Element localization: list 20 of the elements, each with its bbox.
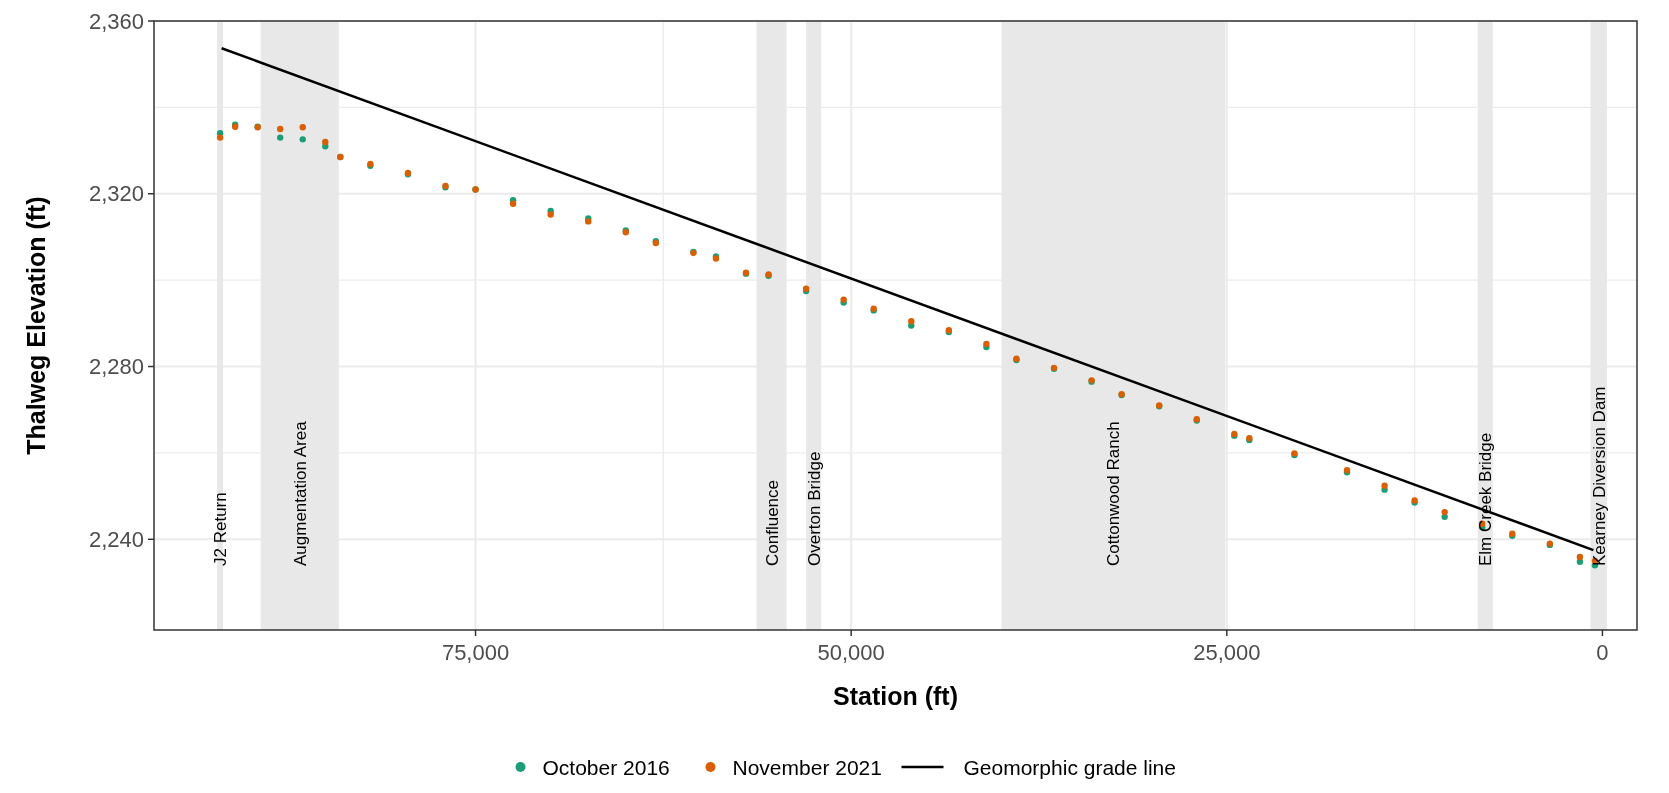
y-tick-label: 2,360 (88, 8, 144, 34)
x-axis-title: Station (ft) (833, 682, 958, 710)
band-label: Cottonwood Ranch (1104, 421, 1124, 566)
y-tick-label: 2,240 (88, 526, 144, 552)
y-axis-title: Thalweg Elevation (ft) (22, 196, 50, 455)
y-tick-label: 2,320 (88, 181, 144, 207)
x-tick-label: 75,000 (441, 640, 510, 665)
x-tick-label: 25,000 (1193, 640, 1261, 665)
x-tick-label: 50,000 (817, 640, 885, 665)
band-label: Elm Creek Bridge (1476, 432, 1496, 566)
legend-label: October 2016 (542, 755, 670, 779)
band-label: Kearney Diversion Dam (1589, 386, 1609, 566)
y-tick-label: 2,280 (88, 354, 144, 380)
band-label: Augmentation Area (290, 420, 310, 566)
band-label: J2 Return (211, 492, 231, 566)
legend-label: Geomorphic grade line (963, 755, 1176, 779)
x-tick-label: 0 (1596, 640, 1609, 665)
band-label: Overton Bridge (804, 451, 824, 566)
legend-label: November 2021 (732, 755, 882, 779)
band-label: Confluence (762, 479, 782, 566)
